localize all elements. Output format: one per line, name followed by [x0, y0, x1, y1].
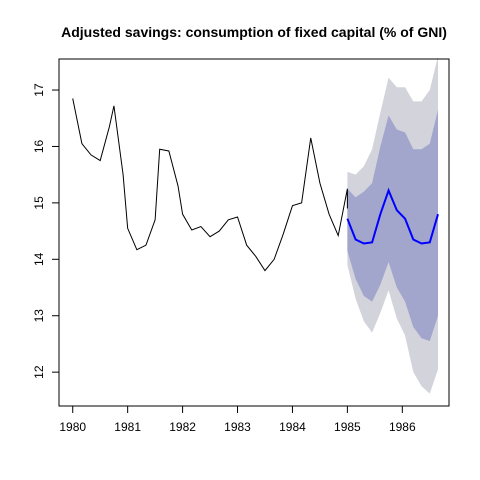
series-lines: [72, 98, 439, 272]
history-line: [72, 98, 348, 272]
y-tick-label: 13: [32, 309, 46, 323]
y-tick-label: 15: [32, 196, 46, 210]
x-tick-label: 1984: [279, 420, 306, 434]
x-tick-label: 1982: [169, 420, 196, 434]
forecast-mean-line: [346, 187, 439, 245]
chart-title: Adjusted savings: consumption of fixed c…: [61, 24, 447, 40]
y-tick-label: 14: [32, 252, 46, 266]
band-80-area: [347, 109, 439, 342]
x-tick-label: 1981: [114, 420, 141, 434]
x-tick-label: 1983: [224, 420, 251, 434]
confidence-bands: [347, 56, 439, 394]
axes: 1980 1981 1982 1983 1984 1985 1986 12 13 14 15 16 17: [32, 83, 416, 434]
x-tick-label: 1986: [389, 420, 416, 434]
y-tick-label: 12: [32, 365, 46, 379]
x-tick-label: 1985: [334, 420, 361, 434]
plot-frame: [58, 58, 450, 407]
y-tick-label: 16: [32, 139, 46, 153]
x-tick-label: 1980: [59, 420, 86, 434]
y-tick-label: 17: [32, 83, 46, 97]
